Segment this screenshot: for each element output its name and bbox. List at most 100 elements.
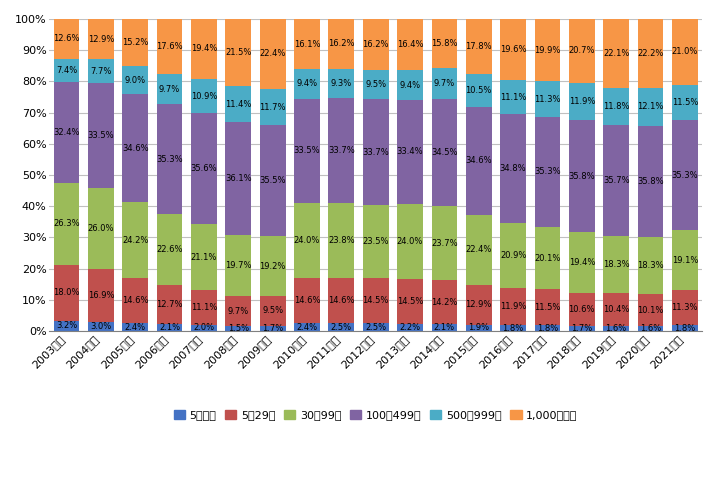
Bar bbox=[88, 59, 114, 83]
Text: 1.5%: 1.5% bbox=[228, 324, 249, 333]
Text: 12.9%: 12.9% bbox=[465, 300, 492, 309]
Text: 11.1%: 11.1% bbox=[191, 303, 217, 312]
Bar bbox=[363, 99, 389, 205]
Bar bbox=[260, 296, 285, 326]
Bar bbox=[123, 278, 148, 324]
Bar bbox=[500, 115, 526, 223]
Bar bbox=[225, 235, 251, 296]
Text: 2.4%: 2.4% bbox=[125, 323, 146, 331]
Bar bbox=[397, 324, 423, 331]
Text: 35.6%: 35.6% bbox=[191, 164, 217, 173]
Text: 10.6%: 10.6% bbox=[569, 305, 595, 314]
Bar bbox=[88, 19, 114, 59]
Text: 7.7%: 7.7% bbox=[90, 67, 112, 76]
Text: 32.4%: 32.4% bbox=[53, 128, 80, 137]
Bar bbox=[432, 280, 457, 325]
Text: 34.5%: 34.5% bbox=[431, 148, 457, 157]
Text: 22.4%: 22.4% bbox=[260, 49, 286, 58]
Bar bbox=[328, 204, 354, 278]
Text: 33.7%: 33.7% bbox=[362, 148, 389, 157]
Bar bbox=[535, 117, 560, 227]
Text: 1.8%: 1.8% bbox=[674, 324, 695, 332]
Bar bbox=[535, 325, 560, 331]
Text: 22.4%: 22.4% bbox=[465, 246, 492, 254]
Text: 26.3%: 26.3% bbox=[53, 219, 80, 228]
Text: 34.8%: 34.8% bbox=[500, 164, 526, 173]
Text: 16.9%: 16.9% bbox=[87, 290, 114, 300]
Bar bbox=[500, 325, 526, 331]
Bar bbox=[637, 294, 663, 326]
Bar bbox=[54, 321, 80, 331]
Bar bbox=[328, 323, 354, 331]
Bar bbox=[603, 19, 629, 88]
Text: 18.3%: 18.3% bbox=[637, 261, 664, 270]
Text: 21.1%: 21.1% bbox=[191, 252, 217, 262]
Text: 1.7%: 1.7% bbox=[262, 324, 283, 333]
Text: 11.9%: 11.9% bbox=[569, 97, 595, 106]
Bar bbox=[535, 289, 560, 325]
Text: 1.7%: 1.7% bbox=[571, 324, 592, 333]
Bar bbox=[569, 326, 594, 331]
Bar bbox=[397, 100, 423, 204]
Bar bbox=[603, 237, 629, 293]
Text: 24.2%: 24.2% bbox=[122, 236, 148, 245]
Text: 14.5%: 14.5% bbox=[397, 297, 423, 306]
Bar bbox=[157, 104, 183, 214]
Bar bbox=[54, 82, 80, 183]
Bar bbox=[569, 19, 594, 83]
Text: 2.0%: 2.0% bbox=[194, 323, 214, 332]
Bar bbox=[535, 227, 560, 289]
Bar bbox=[54, 59, 80, 82]
Bar bbox=[225, 86, 251, 122]
Bar bbox=[466, 325, 492, 331]
Bar bbox=[294, 69, 320, 98]
Text: 16.1%: 16.1% bbox=[294, 40, 320, 48]
Bar bbox=[603, 88, 629, 125]
Bar bbox=[294, 324, 320, 331]
Text: 11.3%: 11.3% bbox=[534, 94, 561, 104]
Bar bbox=[88, 188, 114, 269]
Bar bbox=[500, 223, 526, 288]
Text: 9.3%: 9.3% bbox=[331, 79, 352, 88]
Bar bbox=[672, 121, 698, 231]
Bar bbox=[672, 290, 698, 325]
Text: 14.5%: 14.5% bbox=[363, 296, 389, 305]
Bar bbox=[157, 285, 183, 325]
Bar bbox=[157, 19, 183, 74]
Bar bbox=[466, 107, 492, 215]
Text: 1.8%: 1.8% bbox=[503, 324, 523, 332]
Bar bbox=[260, 236, 285, 296]
Bar bbox=[123, 19, 148, 66]
Text: 1.6%: 1.6% bbox=[640, 324, 661, 333]
Text: 7.4%: 7.4% bbox=[56, 66, 77, 75]
Text: 19.6%: 19.6% bbox=[500, 45, 526, 54]
Bar bbox=[225, 19, 251, 86]
Text: 2.1%: 2.1% bbox=[159, 323, 180, 332]
Text: 12.9%: 12.9% bbox=[87, 35, 114, 43]
Bar bbox=[88, 83, 114, 188]
Text: 9.4%: 9.4% bbox=[296, 80, 318, 88]
Text: 10.4%: 10.4% bbox=[603, 305, 630, 314]
Bar bbox=[569, 292, 594, 326]
Text: 2.1%: 2.1% bbox=[434, 323, 455, 332]
Bar bbox=[432, 98, 457, 206]
Bar bbox=[191, 290, 217, 325]
Bar bbox=[88, 322, 114, 331]
Text: 17.6%: 17.6% bbox=[156, 42, 183, 51]
Text: 16.2%: 16.2% bbox=[363, 40, 389, 49]
Bar bbox=[363, 205, 389, 278]
Text: 10.5%: 10.5% bbox=[465, 86, 492, 95]
Text: 35.5%: 35.5% bbox=[260, 176, 286, 185]
Text: 19.4%: 19.4% bbox=[569, 258, 595, 267]
Bar bbox=[535, 19, 560, 82]
Text: 3.0%: 3.0% bbox=[90, 322, 112, 330]
Text: 19.7%: 19.7% bbox=[225, 261, 252, 270]
Bar bbox=[432, 206, 457, 280]
Bar bbox=[191, 19, 217, 79]
Text: 9.5%: 9.5% bbox=[262, 306, 283, 315]
Bar bbox=[191, 325, 217, 331]
Text: 35.3%: 35.3% bbox=[534, 167, 561, 176]
Text: 22.2%: 22.2% bbox=[637, 49, 664, 58]
Bar bbox=[328, 278, 354, 323]
Text: 15.8%: 15.8% bbox=[431, 39, 457, 48]
